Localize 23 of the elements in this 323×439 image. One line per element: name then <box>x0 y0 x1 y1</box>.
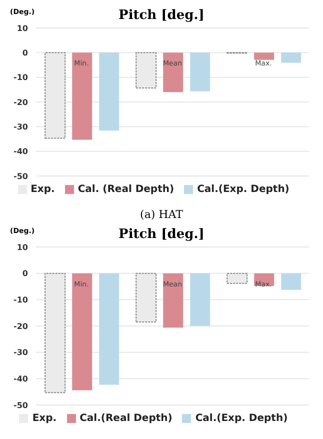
chart-title: Pitch [deg.] <box>118 227 204 242</box>
legend-label: Exp. <box>30 184 55 195</box>
y-tick-label: 0 <box>22 269 28 278</box>
y-tick-label: -10 <box>14 73 28 82</box>
y-tick-label: -50 <box>14 400 28 410</box>
legend-label: Cal.(Real Depth) <box>80 413 172 424</box>
y-tick-label: -40 <box>14 147 28 156</box>
y-tick-label: -30 <box>14 348 28 358</box>
legend-label: Cal.(Exp. Depth) <box>197 184 290 195</box>
y-tick-label: -20 <box>14 322 28 331</box>
y-tick-label: -50 <box>14 172 28 181</box>
y-tick-label: 0 <box>22 48 28 58</box>
text: (a) HAT <box>139 208 184 221</box>
y-tick-label: -40 <box>14 374 28 384</box>
y-tick-label: -20 <box>14 98 28 107</box>
y-tick-label: 10 <box>16 242 28 252</box>
legend-label: Cal.(Exp. Depth) <box>195 413 288 424</box>
legend-label: Exp. <box>32 413 57 424</box>
chart-title: Pitch [deg.] <box>118 8 204 23</box>
y-tick-label: -10 <box>14 296 28 305</box>
y-tick-label: 10 <box>16 24 28 33</box>
y-tick-label: -30 <box>14 122 28 132</box>
legend-label: Cal. (Real Depth) <box>78 184 174 195</box>
